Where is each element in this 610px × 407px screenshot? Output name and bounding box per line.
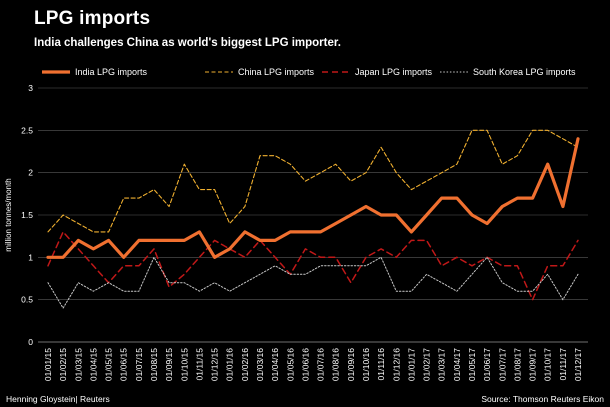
x-tick-label: 01/06/15 [119, 348, 129, 381]
y-tick-label: 1.5 [21, 210, 33, 220]
legend-label: Japan LPG imports [355, 67, 433, 77]
x-tick-label: 01/05/16 [285, 348, 295, 381]
y-tick-label: 2 [28, 168, 33, 178]
x-tick-label: 01/11/17 [558, 348, 568, 381]
x-tick-label: 01/09/17 [528, 348, 538, 381]
source-text: Source: Thomson Reuters Eikon [481, 394, 604, 404]
series-line-3 [48, 232, 578, 300]
x-tick-label: 01/07/17 [497, 348, 507, 381]
series-line-2 [48, 130, 578, 232]
x-tick-label: 01/12/16 [391, 348, 401, 381]
x-tick-label: 01/02/15 [58, 348, 68, 381]
series-line-4 [48, 257, 578, 308]
x-tick-label: 01/06/16 [300, 348, 310, 381]
x-tick-label: 01/01/16 [225, 348, 235, 381]
x-tick-label: 01/05/15 [104, 348, 114, 381]
x-tick-label: 01/12/15 [210, 348, 220, 381]
x-tick-label: 01/09/16 [346, 348, 356, 381]
x-tick-label: 01/11/16 [376, 348, 386, 381]
x-tick-label: 01/02/17 [422, 348, 432, 381]
x-tick-label: 01/07/15 [134, 348, 144, 381]
x-tick-label: 01/12/17 [573, 348, 583, 381]
y-axis-label: million tonnes/month [4, 178, 13, 251]
x-tick-label: 01/08/15 [149, 348, 159, 381]
legend-label: South Korea LPG imports [473, 67, 576, 77]
x-tick-label: 01/01/17 [406, 348, 416, 381]
y-tick-label: 1 [28, 252, 33, 262]
y-tick-label: 2.5 [21, 125, 33, 135]
x-tick-label: 01/10/17 [543, 348, 553, 381]
x-tick-label: 01/04/16 [270, 348, 280, 381]
x-tick-label: 01/03/16 [255, 348, 265, 381]
x-tick-label: 01/10/15 [179, 348, 189, 381]
x-tick-label: 01/03/17 [437, 348, 447, 381]
x-tick-label: 01/04/15 [88, 348, 98, 381]
x-tick-label: 01/03/15 [73, 348, 83, 381]
x-tick-label: 01/01/15 [43, 348, 53, 381]
x-tick-label: 01/08/16 [331, 348, 341, 381]
x-tick-label: 01/07/16 [316, 348, 326, 381]
line-chart: 0 0.5 1 1.5 2 2.5 3 million tonnes/month 01/01/1… [0, 0, 610, 407]
legend-label: India LPG imports [75, 67, 148, 77]
x-tick-label: 01/08/17 [512, 348, 522, 381]
y-tick-label: 0 [28, 337, 33, 347]
legend-label: China LPG imports [238, 67, 315, 77]
x-tick-label: 01/06/17 [482, 348, 492, 381]
x-tick-label: 01/04/17 [452, 348, 462, 381]
x-tick-label: 01/10/16 [361, 348, 371, 381]
y-tick-label: 3 [28, 83, 33, 93]
x-tick-label: 01/02/16 [240, 348, 250, 381]
x-tick-label: 01/11/15 [194, 348, 204, 381]
y-tick-label: 0.5 [21, 295, 33, 305]
x-tick-label: 01/09/15 [164, 348, 174, 381]
x-tick-label: 01/05/17 [467, 348, 477, 381]
credit-text: Henning Gloystein| Reuters [6, 394, 110, 404]
